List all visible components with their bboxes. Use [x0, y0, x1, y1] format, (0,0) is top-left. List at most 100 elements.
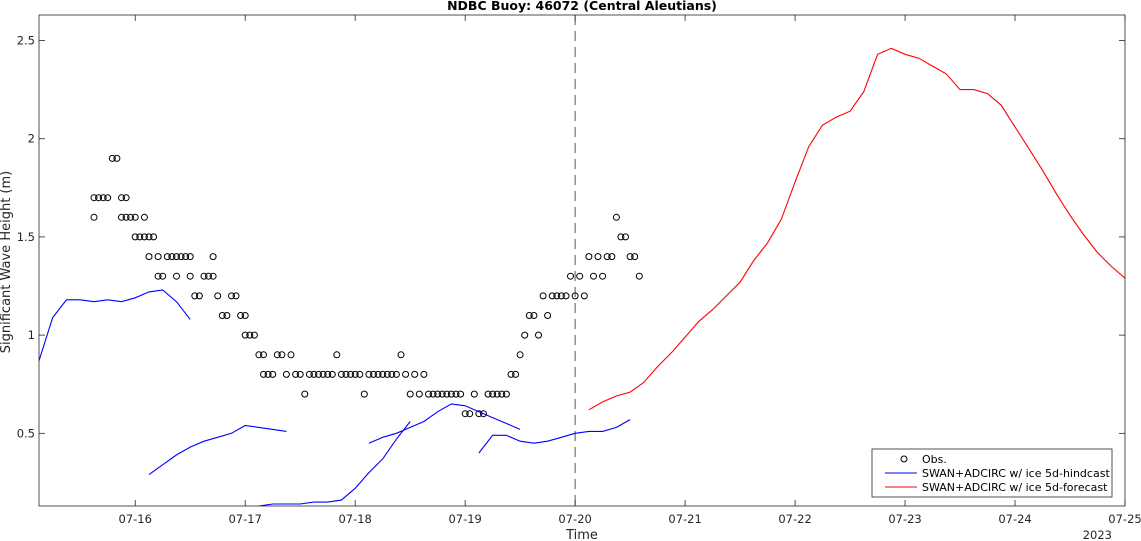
observation-point: [360, 390, 368, 398]
y-tick-label: 2: [28, 132, 35, 146]
axes: 07-16 07-17 07-18 07-19 07-20 07-21 07-22 07-23…: [17, 14, 1141, 526]
observation-point: [406, 390, 414, 398]
observation-point: [553, 292, 561, 300]
observation-point: [269, 370, 277, 378]
observation-point: [246, 331, 254, 339]
observation-point: [205, 272, 212, 280]
observation-point: [255, 351, 263, 359]
observation-point: [525, 312, 533, 319]
x-axis-title: Time: [565, 528, 598, 541]
observation-point: [548, 292, 556, 300]
observation-point: [411, 370, 419, 378]
observation-point: [599, 272, 607, 280]
observation-point: [447, 390, 455, 398]
observation-point: [392, 370, 400, 378]
observation-point: [122, 194, 130, 202]
plot-area: [39, 15, 1125, 506]
hindcast-line-segment: [39, 289, 191, 361]
observation-point: [590, 272, 597, 280]
observation-point: [145, 233, 153, 241]
observation-point: [475, 410, 483, 418]
legend-marker-observations: [900, 455, 908, 463]
observation-point: [498, 390, 506, 398]
observation-point: [626, 253, 634, 261]
observation-point: [287, 351, 295, 359]
hindcast-line-segment: [478, 419, 631, 454]
observation-point: [571, 292, 579, 300]
observation-point: [260, 351, 267, 359]
y-tick-label: 2.5: [17, 34, 35, 48]
observation-point: [228, 292, 235, 300]
observation-point: [443, 390, 451, 398]
observation-point: [502, 390, 510, 398]
observation-point: [159, 272, 167, 280]
observation-point: [567, 272, 574, 280]
observation-point: [99, 194, 107, 202]
year-label: 2023: [1083, 528, 1112, 541]
y-axis-title: Significant Wave Height (m): [0, 171, 14, 353]
observation-point: [177, 253, 185, 261]
observation-point: [118, 194, 125, 202]
observation-point: [273, 351, 281, 359]
observation-point: [580, 292, 588, 300]
observation-point: [521, 331, 529, 339]
legend-label-observations: Obs.: [922, 453, 947, 466]
y-tick-label: 1: [28, 328, 35, 342]
observation-point: [402, 370, 410, 378]
legend-label-forecast: SWAN+ADCIRC w/ ice 5d-forecast: [922, 481, 1108, 494]
observation-point: [594, 253, 602, 261]
observation-point: [145, 253, 153, 261]
observation-point: [383, 370, 391, 378]
observation-point: [241, 312, 249, 319]
observation-point: [241, 331, 249, 339]
x-tick-label: 07-22: [778, 512, 811, 526]
x-tick-label: 07-19: [448, 512, 481, 526]
observation-point: [512, 370, 520, 378]
observation-point: [333, 351, 341, 359]
observation-point: [90, 194, 98, 202]
observation-point: [136, 233, 144, 241]
observation-point: [154, 272, 162, 280]
observation-point: [104, 194, 112, 202]
observation-point: [466, 410, 474, 418]
observation-point: [539, 292, 547, 300]
observation-point: [379, 370, 387, 378]
observation-point: [480, 410, 487, 418]
observation-point: [452, 390, 460, 398]
observation-point: [186, 253, 194, 261]
observation-point: [603, 253, 611, 261]
observation-point: [282, 370, 290, 378]
observation-point: [351, 370, 359, 378]
x-tick-label: 07-20: [558, 512, 591, 526]
observation-point: [95, 194, 103, 202]
observation-point: [278, 351, 286, 359]
observation-point: [305, 370, 313, 378]
observation-point: [356, 370, 364, 378]
legend-label-hindcast: SWAN+ADCIRC w/ ice 5d-hindcast: [922, 467, 1110, 480]
observation-point: [631, 253, 639, 261]
observation-point: [557, 292, 565, 300]
observation-point: [108, 154, 116, 162]
observation-point: [250, 331, 258, 339]
observation-point: [131, 233, 139, 241]
observation-point: [154, 253, 162, 261]
observation-point: [516, 351, 524, 359]
observation-point: [186, 272, 194, 280]
x-tick-label: 07-23: [888, 512, 921, 526]
observation-point: [415, 390, 423, 398]
observation-point: [319, 370, 327, 378]
observation-point: [420, 370, 428, 378]
observation-point: [328, 370, 336, 378]
observation-point: [131, 213, 139, 221]
x-tick-label: 07-21: [668, 512, 701, 526]
observation-point: [388, 370, 396, 378]
observation-point: [118, 213, 125, 221]
legend: Obs.SWAN+ADCIRC w/ ice 5d-hindcastSWAN+A…: [871, 448, 1113, 498]
observation-point: [292, 370, 300, 378]
observation-point: [397, 351, 405, 359]
observation-point: [342, 370, 350, 378]
observation-point: [562, 292, 570, 300]
observation-point: [163, 253, 171, 261]
x-tick-label: 07-24: [998, 512, 1031, 526]
